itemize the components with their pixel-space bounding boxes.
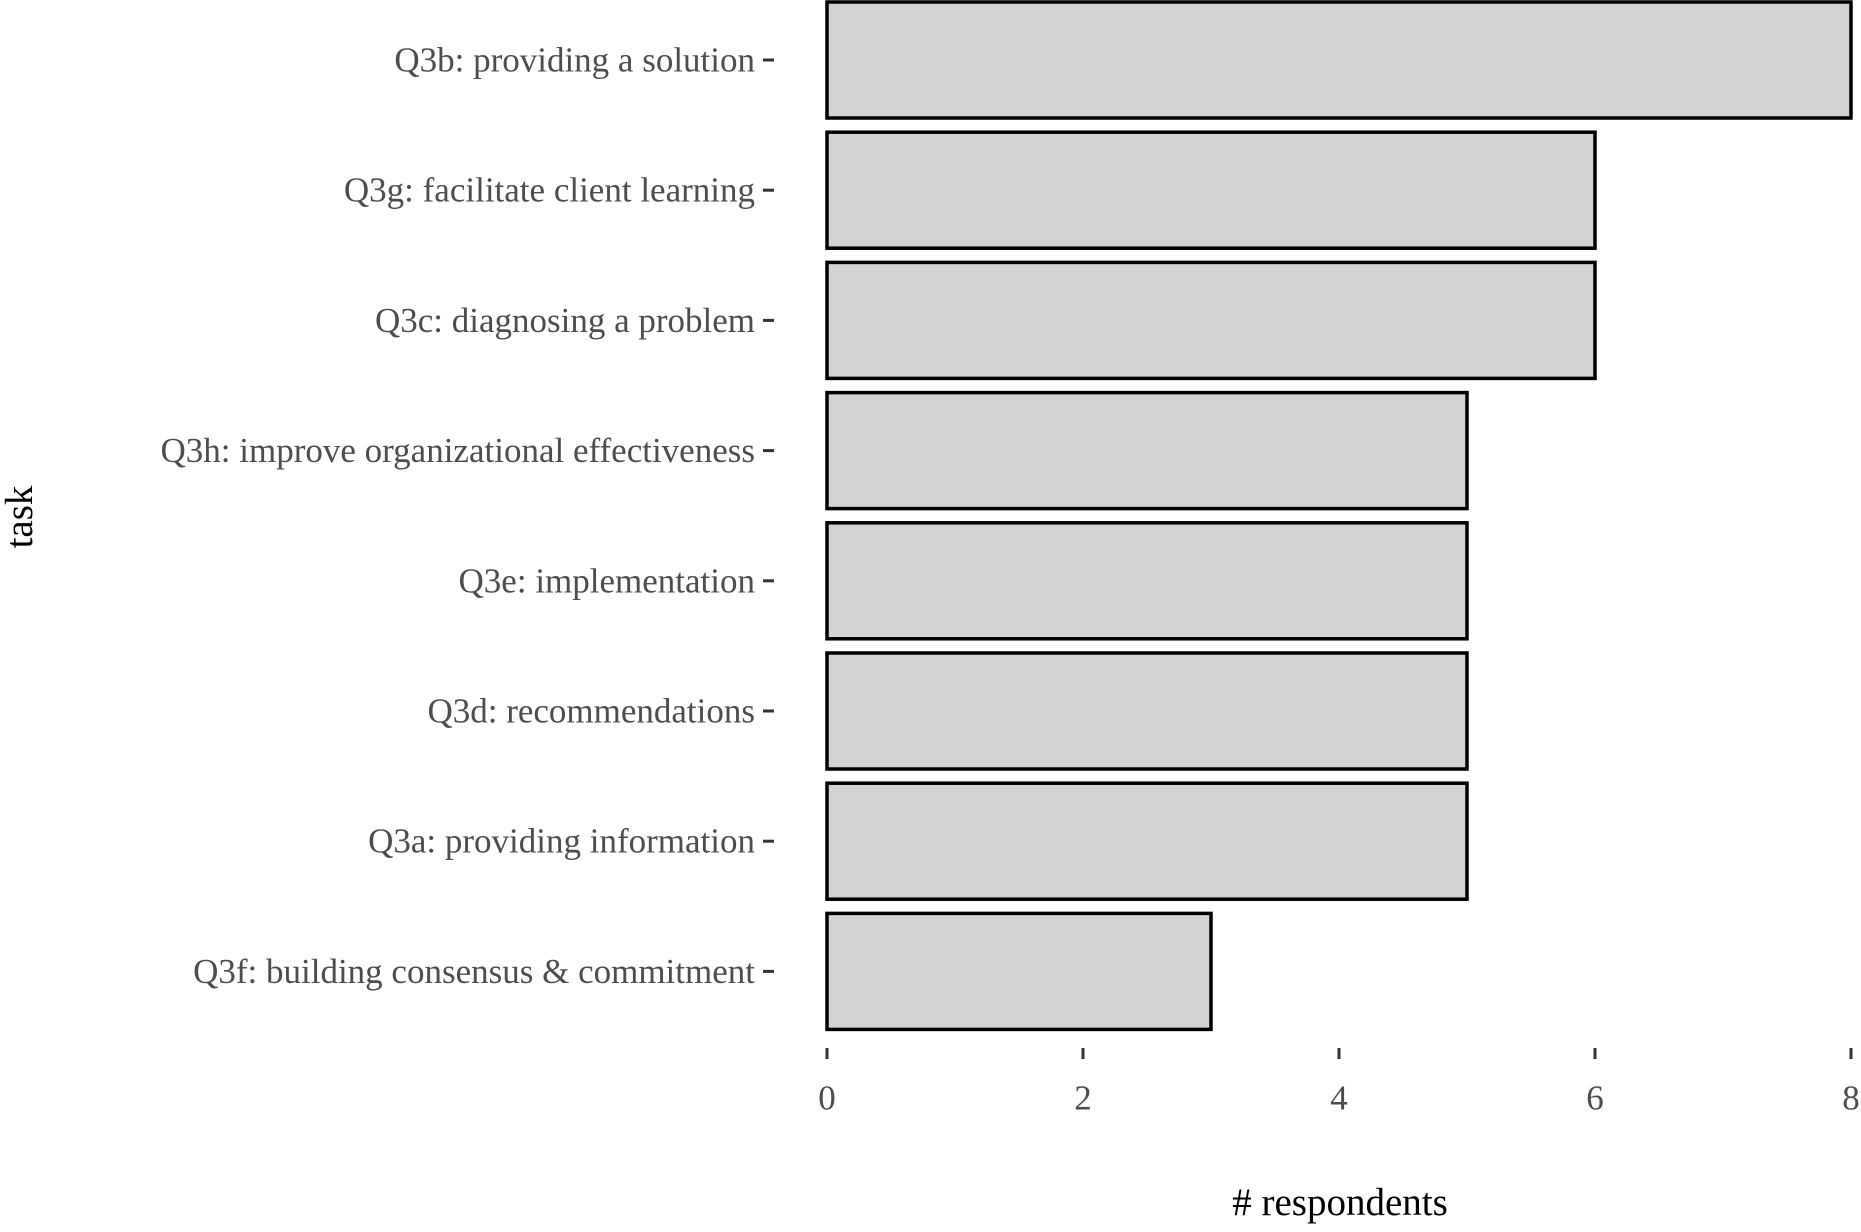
bar [825, 911, 1213, 1032]
bar [825, 781, 1469, 901]
y-tick-label: Q3g: facilitate client learning [344, 171, 755, 210]
y-tick-label: Q3b: providing a solution [394, 41, 755, 80]
bar [825, 0, 1853, 120]
y-tick-label: Q3a: providing information [368, 822, 755, 861]
y-tick-label: Q3f: building consensus & commitment [193, 952, 755, 991]
y-tick-label: Q3d: recommendations [427, 692, 755, 731]
bars-layer [825, 0, 1853, 1032]
bar [825, 521, 1469, 641]
x-tick-label: 2 [1074, 1079, 1092, 1118]
y-tick-label: Q3h: improve organizational effectivenes… [161, 431, 756, 470]
x-axis-title: # respondents [1232, 1181, 1448, 1224]
bar [825, 130, 1597, 250]
y-axis: Q3b: providing a solution Q3g: facilitate… [161, 41, 774, 991]
x-axis: 0 2 4 6 8 [818, 1048, 1860, 1118]
x-tick-label: 4 [1330, 1079, 1348, 1118]
x-tick-label: 0 [818, 1079, 836, 1118]
x-tick-label: 6 [1586, 1079, 1604, 1118]
y-axis-title: task [0, 485, 41, 548]
x-tick-label: 8 [1842, 1079, 1860, 1118]
bar [825, 260, 1597, 381]
bar [825, 390, 1469, 511]
y-tick-label: Q3c: diagnosing a problem [375, 301, 755, 340]
y-tick-label: Q3e: implementation [459, 561, 755, 600]
bar [825, 651, 1469, 771]
